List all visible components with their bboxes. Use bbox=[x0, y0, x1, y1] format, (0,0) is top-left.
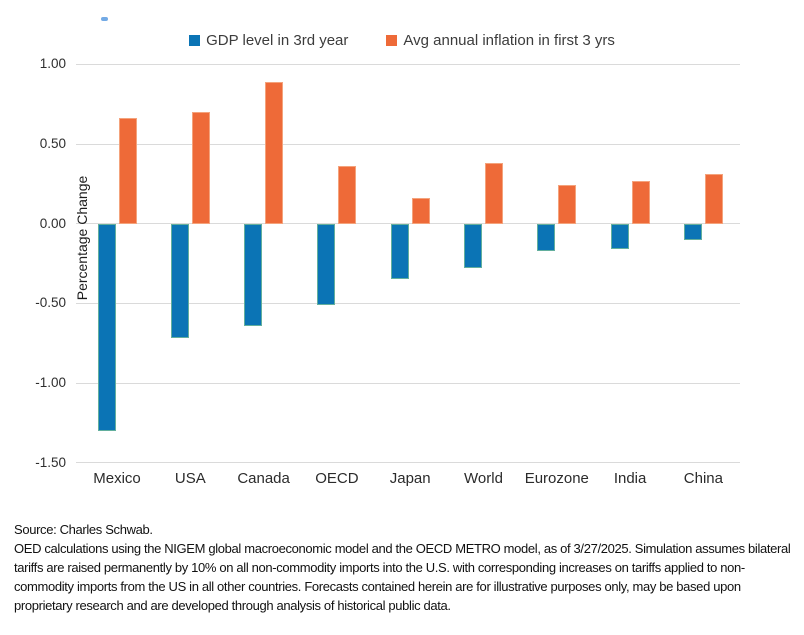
x-tick-label-mexico: Mexico bbox=[93, 470, 141, 487]
bar-inflation-eurozone bbox=[558, 185, 577, 224]
bar-gdp-usa bbox=[170, 223, 189, 339]
bar-inflation-india bbox=[631, 180, 650, 224]
bar-inflation-usa bbox=[191, 112, 210, 224]
x-tick-label-india: India bbox=[613, 470, 647, 487]
x-tick-label-eurozone: Eurozone bbox=[524, 470, 589, 487]
y-tick-label: -1.50 bbox=[35, 454, 66, 470]
gridline-y-1.00 bbox=[76, 63, 740, 65]
cursor-artifact-dot bbox=[101, 17, 108, 21]
bar-inflation-world bbox=[485, 163, 503, 224]
disclosure-text: OED calculations using the NIGEM global … bbox=[14, 541, 791, 613]
x-tick-label-china: China bbox=[683, 470, 723, 487]
y-axis-title: Percentage Change bbox=[74, 175, 90, 301]
bar-inflation-china bbox=[704, 174, 723, 224]
y-tick-label: -0.50 bbox=[35, 295, 66, 311]
gridline-y-0.50 bbox=[76, 143, 740, 145]
legend-label-inflation: Avg annual inflation in first 3 yrs bbox=[403, 32, 615, 49]
legend-item-inflation: Avg annual inflation in first 3 yrs bbox=[386, 32, 615, 49]
chart-legend: GDP level in 3rd year Avg annual inflati… bbox=[0, 32, 804, 49]
y-tick-label: 0.50 bbox=[39, 136, 66, 151]
y-tick-label: -1.00 bbox=[35, 375, 66, 391]
y-tick-label: 1.00 bbox=[39, 56, 66, 72]
legend-swatch-inflation-icon bbox=[386, 35, 398, 46]
legend-item-gdp: GDP level in 3rd year bbox=[189, 32, 348, 49]
bar-gdp-eurozone bbox=[537, 223, 556, 251]
x-tick-label-canada: Canada bbox=[237, 470, 290, 487]
legend-label-gdp: GDP level in 3rd year bbox=[206, 32, 349, 49]
bar-inflation-mexico bbox=[118, 118, 137, 224]
source-line: Source: Charles Schwab. bbox=[14, 522, 153, 537]
y-tick-label: 0.00 bbox=[39, 215, 66, 231]
bar-inflation-oecd bbox=[338, 166, 357, 224]
gridline-y--0.50 bbox=[76, 302, 740, 304]
bar-gdp-china bbox=[683, 223, 702, 240]
x-tick-label-oecd: OECD bbox=[315, 470, 359, 487]
bar-gdp-canada bbox=[244, 223, 263, 326]
bar-gdp-india bbox=[610, 223, 629, 250]
bar-inflation-japan bbox=[411, 198, 430, 224]
legend-swatch-gdp-icon bbox=[189, 35, 201, 46]
x-tick-label-usa: USA bbox=[174, 470, 206, 487]
bar-inflation-canada bbox=[265, 81, 284, 224]
x-tick-label-world: World bbox=[464, 470, 503, 487]
bar-gdp-japan bbox=[390, 223, 409, 280]
bar-gdp-mexico bbox=[97, 223, 116, 431]
x-tick-label-japan: Japan bbox=[389, 470, 431, 487]
gridline-y--1.00 bbox=[76, 382, 740, 384]
bar-gdp-oecd bbox=[317, 223, 336, 305]
gridline-y--1.50 bbox=[76, 462, 740, 464]
source-note: Source: Charles Schwab. OED calculations… bbox=[14, 520, 792, 615]
bar-gdp-world bbox=[464, 223, 482, 269]
